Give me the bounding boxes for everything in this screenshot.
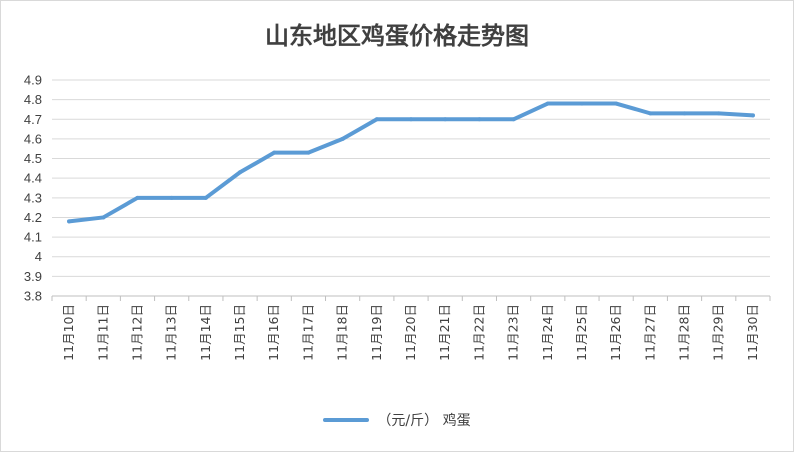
x-tick-label: 11月20日 — [403, 304, 418, 361]
data-point — [716, 111, 721, 116]
data-point — [272, 150, 277, 155]
y-tick-label: 4.2 — [24, 210, 42, 225]
x-tick-label: 11月10日 — [61, 304, 76, 361]
x-tick-label: 11月16日 — [266, 304, 281, 361]
data-point — [169, 195, 174, 200]
grid-lines — [52, 79, 770, 277]
legend-swatch — [323, 418, 370, 422]
data-point — [614, 101, 619, 106]
x-tick-label: 11月27日 — [642, 304, 657, 361]
legend-label: （元/斤） 鸡蛋 — [377, 413, 471, 429]
x-tick-label: 11月29日 — [711, 304, 726, 361]
series-layer — [67, 101, 755, 224]
x-tick-label: 11月22日 — [471, 304, 486, 361]
x-tick-label: 11月24日 — [540, 304, 555, 361]
chart-title: 山东地区鸡蛋价格走势图 — [265, 21, 529, 50]
y-tick-label: 4.6 — [24, 131, 42, 146]
x-tick-label: 11月17日 — [300, 304, 315, 361]
x-tick-label: 11月14日 — [198, 304, 213, 361]
x-tick-label: 11月12日 — [129, 304, 144, 361]
data-point — [101, 215, 106, 220]
x-tick-label: 11月11日 — [95, 304, 110, 361]
data-point — [67, 219, 72, 224]
data-point — [409, 117, 413, 122]
data-point — [340, 136, 345, 141]
x-tick-label: 11月15日 — [232, 304, 247, 361]
x-tick-label: 11月19日 — [369, 304, 384, 361]
y-tick-label: 3.9 — [24, 269, 42, 284]
data-point — [682, 111, 687, 116]
data-point — [203, 195, 208, 200]
y-tick-label: 4.5 — [24, 151, 42, 166]
y-tick-label: 4.4 — [24, 171, 42, 186]
data-point — [374, 117, 379, 122]
y-tick-label: 4.1 — [24, 230, 42, 245]
x-tick-label: 11月26日 — [608, 304, 623, 361]
y-tick-label: 4.7 — [24, 112, 42, 127]
y-tick-label: 4 — [35, 249, 42, 264]
data-point — [477, 117, 482, 122]
x-tick-label: 11月13日 — [164, 304, 179, 361]
x-tick-label: 11月30日 — [745, 304, 760, 361]
data-point — [579, 101, 584, 106]
y-tick-label: 4.8 — [24, 92, 42, 107]
data-point — [238, 170, 243, 175]
x-tick-label: 11月18日 — [335, 304, 350, 361]
y-tick-label: 4.3 — [24, 190, 42, 205]
x-tick-label: 11月28日 — [677, 304, 692, 361]
data-point — [511, 117, 516, 122]
x-tick-label: 11月25日 — [574, 304, 589, 361]
x-tick-label: 11月23日 — [506, 304, 521, 361]
y-tick-label: 4.9 — [24, 73, 42, 88]
data-point — [545, 101, 550, 106]
x-tick-label: 11月21日 — [437, 304, 452, 361]
data-point — [648, 111, 653, 116]
y-axis: 3.8 3.9 4 4.1 4.2 4.3 4.4 4.5 4.6 4.7 4.8 4.9 — [24, 73, 42, 304]
data-point — [135, 195, 140, 200]
x-axis: 11月10日 11月11日 11月12日 11月13日 11月14日 11月15日 11月1… — [51, 295, 771, 361]
data-point — [443, 117, 448, 122]
data-point — [306, 150, 311, 155]
y-tick-label: 3.8 — [24, 289, 42, 304]
data-point — [750, 113, 755, 118]
legend: （元/斤） 鸡蛋 — [0, 408, 794, 432]
